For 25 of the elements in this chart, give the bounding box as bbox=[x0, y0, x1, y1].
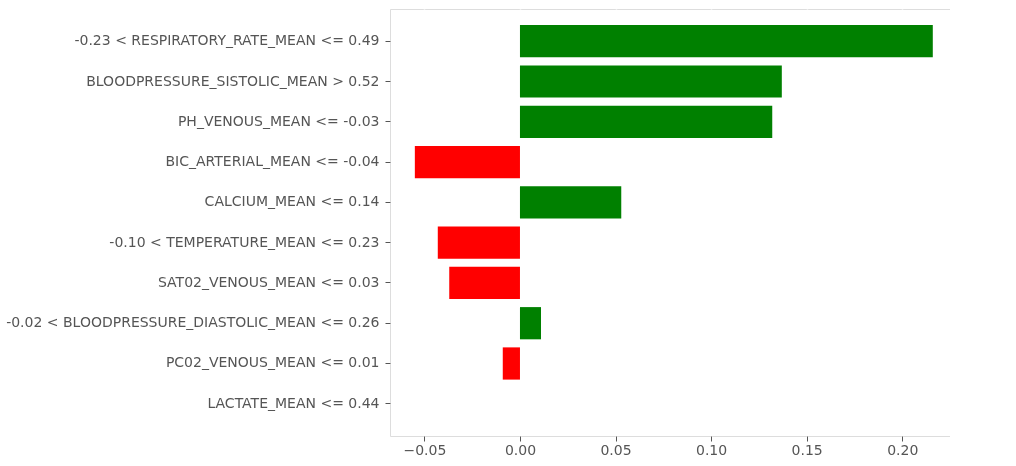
bar bbox=[519, 105, 773, 138]
x-tick-label: 0.05 bbox=[600, 441, 632, 458]
bar bbox=[519, 65, 782, 98]
y-tick-label: CALCIUM_MEAN <= 0.14 bbox=[204, 193, 380, 210]
x-tick-label: −0.05 bbox=[403, 441, 447, 458]
bar bbox=[519, 186, 622, 219]
y-tick-label: -0.10 < TEMPERATURE_MEAN <= 0.23 bbox=[109, 233, 380, 250]
y-tick-label: PH_VENOUS_MEAN <= -0.03 bbox=[177, 112, 380, 129]
bar bbox=[449, 266, 520, 300]
y-tick-label: LACTATE_MEAN <= 0.44 bbox=[207, 394, 380, 411]
bar bbox=[414, 145, 520, 179]
y-tick-label: BLOODPRESSURE_SISTOLIC_MEAN > 0.52 bbox=[86, 72, 380, 89]
y-tick-label: PC02_VENOUS_MEAN <= 0.01 bbox=[165, 354, 380, 371]
y-tick-label: -0.02 < BLOODPRESSURE_DIASTOLIC_MEAN <= 0.26 bbox=[6, 314, 380, 331]
x-tick-label: 0.15 bbox=[791, 441, 823, 458]
bar bbox=[519, 307, 541, 340]
x-tick-label: 0.10 bbox=[696, 441, 728, 458]
bar bbox=[519, 25, 933, 58]
x-tick-label: 0.20 bbox=[887, 441, 919, 458]
bar bbox=[502, 347, 520, 380]
y-tick-label: SAT02_VENOUS_MEAN <= 0.03 bbox=[157, 273, 380, 290]
y-tick-label: BIC_ARTERIAL_MEAN <= -0.04 bbox=[165, 153, 380, 170]
bar bbox=[437, 226, 520, 259]
x-tick-label: 0.00 bbox=[504, 441, 537, 458]
y-tick-label: -0.23 < RESPIRATORY_RATE_MEAN <= 0.49 bbox=[74, 32, 380, 49]
